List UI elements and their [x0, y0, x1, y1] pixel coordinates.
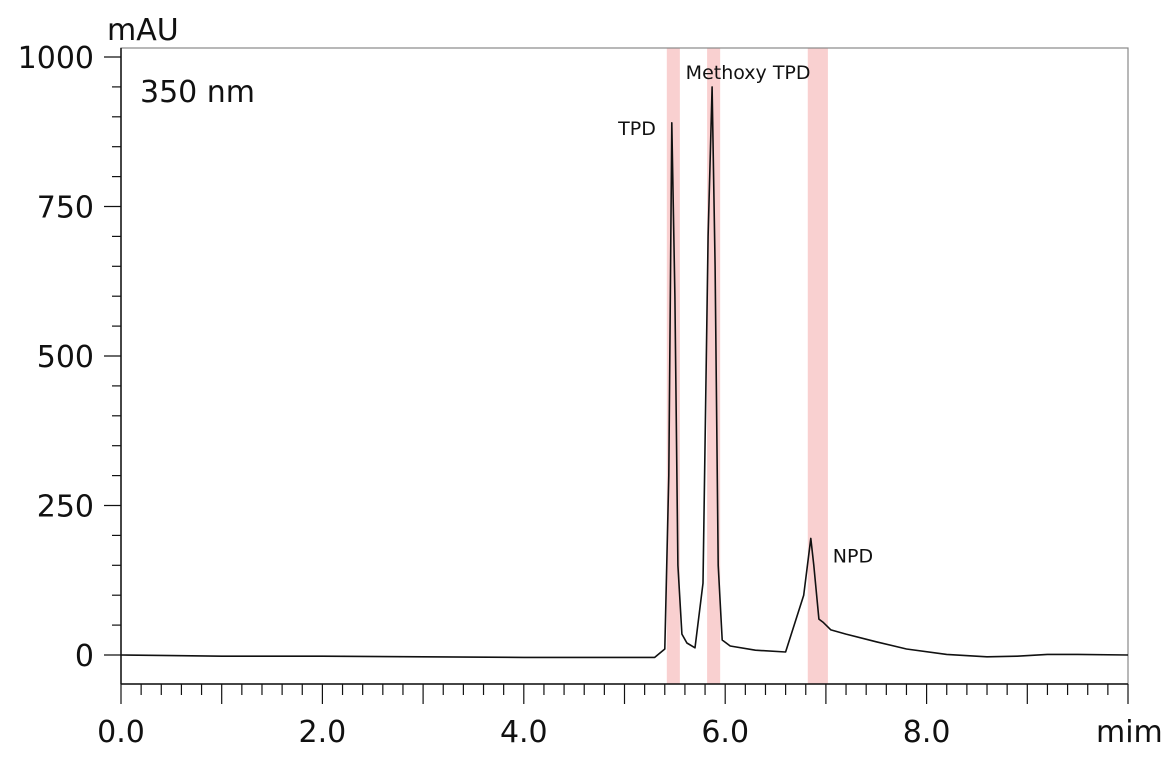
peak-highlight-bands [666, 48, 828, 684]
wavelength-annotation: 350 nm [140, 75, 255, 110]
x-tick-label: 0.0 [97, 715, 145, 750]
x-axis-ticks: 0.0 2.0 4.0 6.0 8.0 [97, 684, 1129, 750]
peak-label-1: Methoxy TPD [686, 62, 811, 84]
peak-label-2: NPD [833, 545, 873, 567]
x-tick-label: 6.0 [701, 715, 749, 750]
y-tick-label: 1000 [18, 41, 94, 76]
plot-frame [120, 47, 1129, 685]
peak-label-0: TPD [617, 118, 656, 140]
peak-labels: TPD Methoxy TPD NPD [617, 62, 873, 567]
chromatogram-trace-0 [120, 86, 1129, 659]
peak-band-2 [807, 48, 828, 684]
x-tick-label: 2.0 [299, 715, 347, 750]
y-tick-label: 0 [75, 639, 94, 674]
peak-band-0 [666, 48, 680, 684]
y-tick-label: 750 [37, 191, 94, 226]
y-tick-label: 250 [37, 490, 94, 525]
y-tick-label: 500 [37, 340, 94, 375]
y-axis-ticks: 0 250 500 750 1000 [18, 41, 121, 674]
x-axis-unit-label: mim [1096, 715, 1163, 750]
peak-band-1 [707, 48, 721, 684]
x-tick-label: 8.0 [903, 715, 951, 750]
series-layer [120, 86, 1129, 659]
x-tick-label: 4.0 [500, 715, 548, 750]
y-axis-unit-label: mAU [107, 13, 179, 48]
